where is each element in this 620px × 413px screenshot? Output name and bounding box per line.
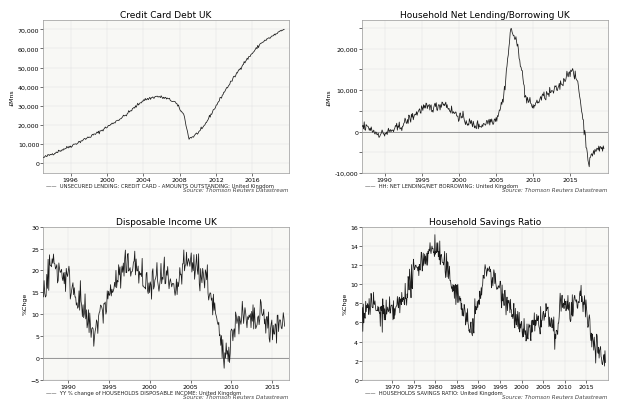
Title: Household Savings Ratio: Household Savings Ratio [429,217,541,226]
Title: Disposable Income UK: Disposable Income UK [115,217,216,226]
Text: Source: Thomson Reuters Datastream: Source: Thomson Reuters Datastream [184,394,289,399]
Text: Source: Thomson Reuters Datastream: Source: Thomson Reuters Datastream [184,188,289,193]
Text: ——  UNSECURED LENDING: CREDIT CARD - AMOUNTS OUTSTANDING: United Kingdom: —— UNSECURED LENDING: CREDIT CARD - AMOU… [46,183,274,188]
Text: ——  HH: NET LENDING/NET BORROWING: United Kingdom: —— HH: NET LENDING/NET BORROWING: United… [365,183,518,188]
Title: Credit Card Debt UK: Credit Card Debt UK [120,11,212,20]
Text: Source: Thomson Reuters Datastream: Source: Thomson Reuters Datastream [502,188,608,193]
Y-axis label: £Mns: £Mns [10,89,15,105]
Text: Source: Thomson Reuters Datastream: Source: Thomson Reuters Datastream [502,394,608,399]
Y-axis label: %Chge: %Chge [342,292,347,315]
Text: ——  YY % change of HOUSEHOLDS DISPOSABLE INCOME: United Kingdom: —— YY % change of HOUSEHOLDS DISPOSABLE … [46,390,241,395]
Y-axis label: %Chge: %Chge [22,292,27,315]
Title: Household Net Lending/Borrowing UK: Household Net Lending/Borrowing UK [400,11,570,20]
Text: ——  HOUSEHOLDS SAVINGS RATIO: United Kingdom: —— HOUSEHOLDS SAVINGS RATIO: United King… [365,390,502,395]
Y-axis label: £Mns: £Mns [327,89,332,105]
